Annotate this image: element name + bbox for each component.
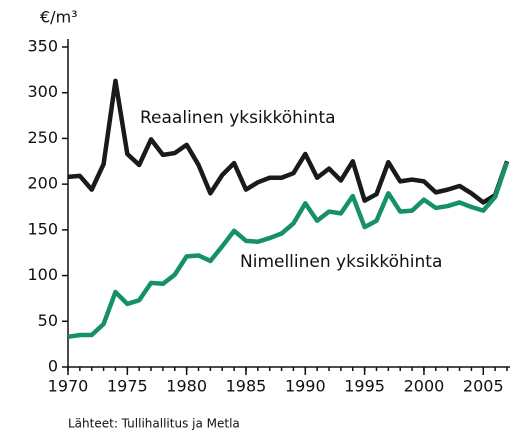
x-tick-label: 1985 (226, 377, 267, 396)
y-tick-label: 200 (27, 174, 58, 193)
y-tick-label: 150 (27, 219, 58, 238)
y-tick-label: 350 (27, 37, 58, 56)
x-tick-label: 1995 (344, 377, 385, 396)
y-tick-label: 250 (27, 128, 58, 147)
y-tick-label: 100 (27, 265, 58, 284)
y-tick-label: 0 (48, 357, 58, 376)
source: Lähteet: Tullihallitus ja Metla (68, 417, 240, 431)
y-axis-label: €/m³ (40, 8, 78, 27)
series-line (67, 78, 510, 205)
x-tick-label: 1990 (285, 377, 326, 396)
series-label: Nimellinen yksikköhinta (240, 252, 442, 272)
x-tick-label: 2000 (404, 377, 445, 396)
y-tick-label: 300 (27, 82, 58, 101)
series-label: Reaalinen yksikköhinta (140, 108, 336, 128)
x-tick-label: 2005 (463, 377, 504, 396)
x-tick-label: 1980 (166, 377, 207, 396)
x-tick-label: 1975 (107, 377, 148, 396)
series-line (67, 161, 510, 340)
x-tick-label: 1970 (48, 377, 89, 396)
y-tick-label: 50 (38, 311, 58, 330)
